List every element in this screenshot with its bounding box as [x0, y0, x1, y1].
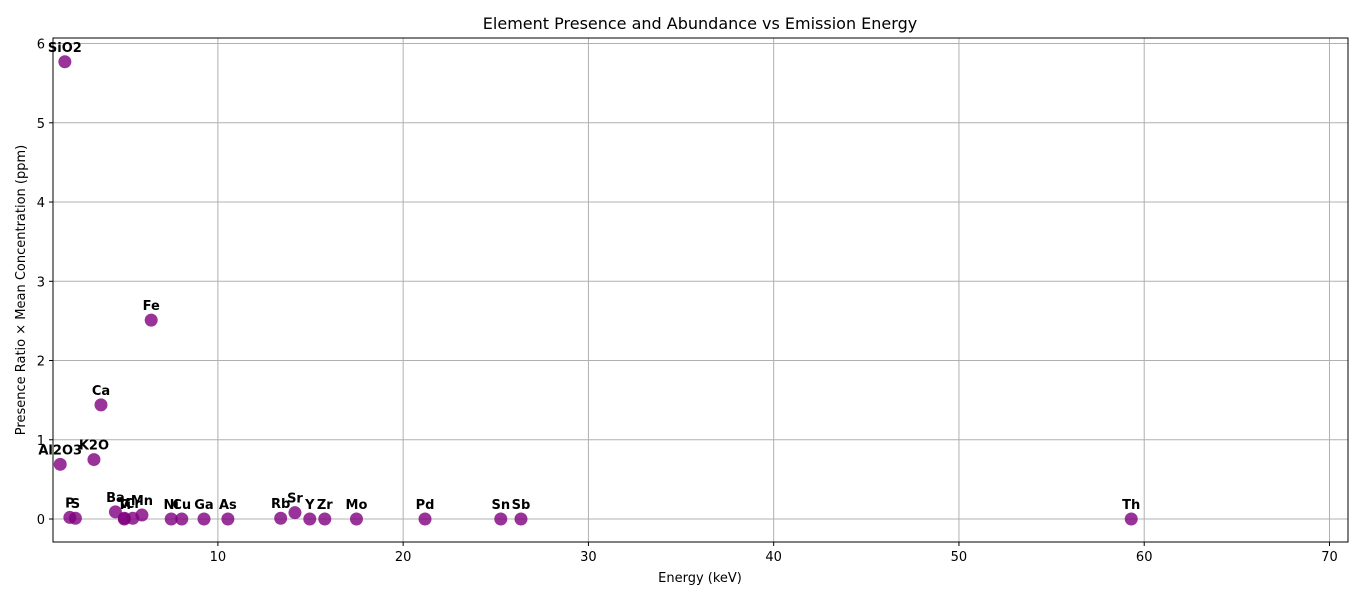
point-label: Fe [143, 299, 160, 314]
point-label: S [71, 497, 80, 512]
point-label: K2O [79, 439, 109, 454]
point-label: P [65, 496, 75, 511]
data-point [288, 506, 302, 520]
grid [53, 38, 1348, 542]
point-label: Ti [118, 498, 131, 513]
x-tick-label: 20 [395, 550, 412, 565]
point-label: Rb [271, 497, 290, 512]
data-point [494, 512, 508, 526]
point-label: Cr [125, 497, 142, 512]
point-label: Ba [106, 491, 125, 506]
y-tick-label: 4 [37, 196, 45, 211]
data-point [318, 512, 332, 526]
data-points [53, 55, 1138, 526]
data-point [135, 508, 149, 522]
point-label: Al2O3 [38, 443, 82, 458]
y-axis-ticks: 0 1 2 3 4 5 6 [37, 38, 53, 528]
point-label: Cu [172, 498, 191, 513]
x-tick-label: 30 [580, 550, 597, 565]
point-label: Ga [194, 498, 213, 513]
data-point [175, 512, 189, 526]
data-point [53, 457, 67, 471]
x-tick-label: 40 [765, 550, 782, 565]
data-point [418, 512, 432, 526]
x-tick-label: 60 [1136, 550, 1153, 565]
y-tick-label: 3 [37, 275, 45, 290]
data-point [94, 398, 108, 412]
data-point [68, 511, 82, 525]
data-point [164, 512, 178, 526]
data-point [1124, 512, 1138, 526]
y-axis-title: Presence Ratio × Mean Concentration (ppm… [14, 145, 29, 435]
x-axis-ticks: 10 20 30 40 50 60 70 [210, 542, 1338, 565]
x-tick-label: 50 [951, 550, 968, 565]
point-label: Sr [287, 492, 303, 507]
data-point [274, 511, 288, 525]
point-label: Zr [317, 498, 333, 513]
data-point [514, 512, 528, 526]
x-tick-label: 70 [1321, 550, 1338, 565]
plot-area [52, 37, 1349, 543]
point-label: Sn [491, 498, 510, 513]
point-label: Mo [346, 498, 368, 513]
x-tick-label: 10 [210, 550, 227, 565]
x-axis-title: Energy (keV) [658, 571, 742, 586]
data-point [303, 512, 317, 526]
point-label: Pd [416, 498, 435, 513]
data-point [58, 55, 72, 69]
data-point [87, 453, 101, 467]
y-tick-label: 5 [37, 117, 45, 132]
point-label: Ni [164, 498, 179, 513]
point-label: Y [304, 498, 315, 513]
data-point [144, 313, 158, 327]
point-label: Th [1122, 498, 1140, 513]
data-point [197, 512, 211, 526]
data-point [221, 512, 235, 526]
point-label: V [119, 497, 129, 512]
data-point [349, 512, 363, 526]
chart-title: Element Presence and Abundance vs Emissi… [483, 14, 917, 33]
data-point [117, 511, 131, 525]
point-label: As [219, 498, 237, 513]
point-label: Sb [512, 498, 531, 513]
point-label: Ca [92, 384, 110, 399]
y-tick-label: 6 [37, 38, 45, 53]
point-label: Mn [131, 494, 153, 509]
y-tick-label: 0 [37, 513, 45, 528]
y-tick-label: 2 [37, 355, 45, 370]
y-tick-label: 1 [37, 434, 45, 449]
point-label: SiO2 [48, 41, 82, 56]
